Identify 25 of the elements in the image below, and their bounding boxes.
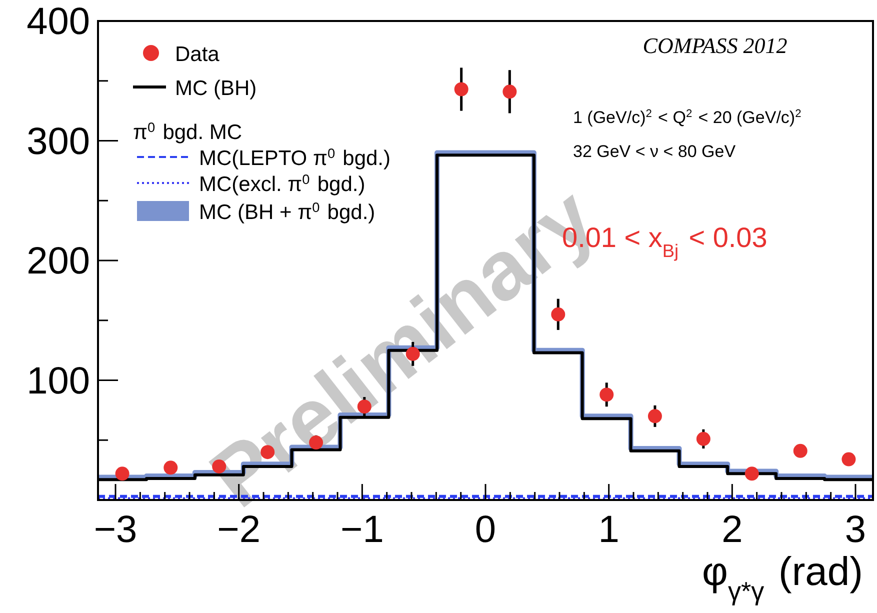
y-tick-label: 200 <box>26 240 90 282</box>
annotation: COMPASS 2012 <box>642 33 788 58</box>
point <box>502 84 517 99</box>
point <box>115 466 130 481</box>
y-tick-label: 300 <box>26 120 90 163</box>
y-tick-label: 100 <box>26 360 90 402</box>
annotation: π$^{0}$ bgd. MC <box>133 120 242 144</box>
x-tick-label: 3 <box>844 509 866 551</box>
point <box>696 432 710 446</box>
x-tick-label: −3 <box>94 509 138 551</box>
point <box>842 452 856 466</box>
legend-label: MC (BH) <box>175 77 257 100</box>
legend-label: MC(LEPTO π$^{0}$ bgd.) <box>199 146 391 170</box>
point <box>454 82 468 96</box>
x-axis-title: φ$_{γ*γ}$ (rad) <box>702 550 863 606</box>
legend-label: Data <box>175 43 220 66</box>
annotation: 1 (GeV/c)$^{2}$ < Q$^{2}$ < 20 (GeV/c)$^{2}$ <box>573 108 802 127</box>
point <box>164 460 178 475</box>
x-tick-label: 1 <box>598 509 620 551</box>
point <box>744 466 759 481</box>
point <box>648 409 662 424</box>
y-tick-label: 400 <box>26 1 90 43</box>
x-tick-label: 2 <box>722 509 743 551</box>
point <box>793 444 808 458</box>
annotation: 32 GeV < ν < 80 GeV <box>573 142 736 161</box>
